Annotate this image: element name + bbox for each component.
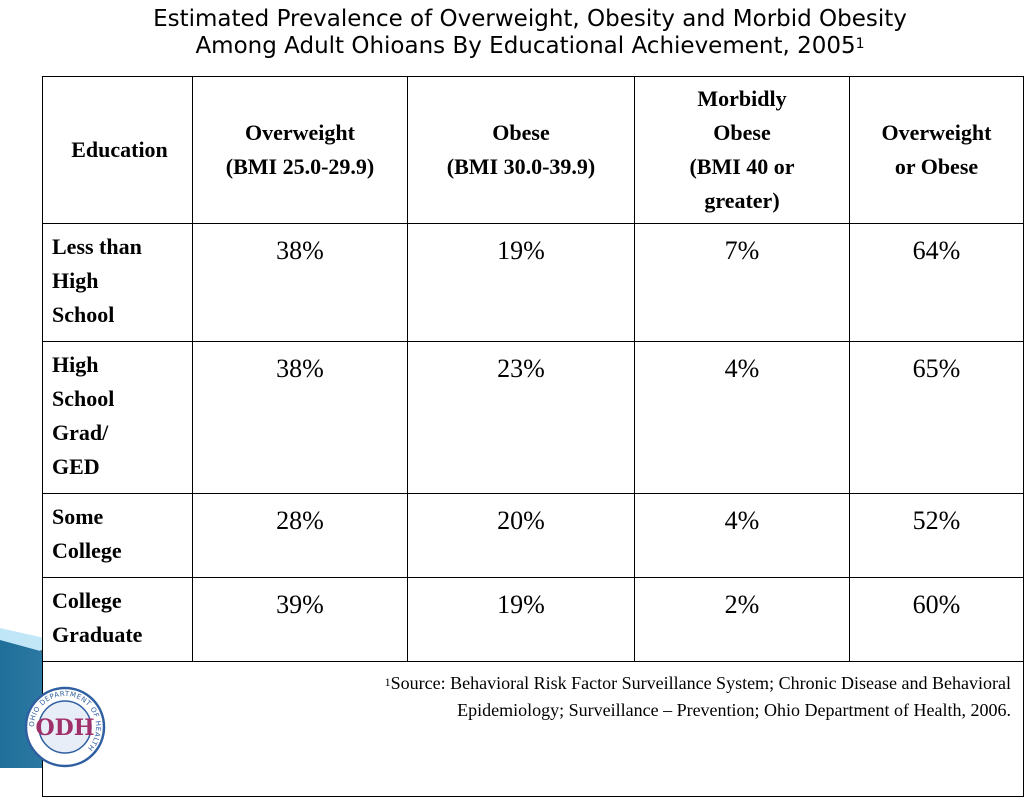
row-label-line: GED (52, 454, 100, 479)
title-line-1: Estimated Prevalence of Overweight, Obes… (153, 6, 907, 32)
header-row: Education Overweight (BMI 25.0-29.9) Obe… (42, 76, 1024, 224)
source-footnote-marker: 1 (384, 675, 391, 689)
cell-value: 64% (849, 223, 1024, 342)
header-line: (BMI 25.0-29.9) (225, 154, 375, 179)
row-label-line: School (52, 386, 115, 411)
table-row: Some College 28% 20% 4% 52% (42, 493, 1024, 578)
cell-value: 65% (849, 341, 1024, 494)
cell-value: 7% (634, 223, 850, 342)
header-line: Education (71, 137, 168, 162)
cell-value: 4% (634, 493, 850, 578)
col-header-education: Education (42, 76, 193, 224)
header-line: (BMI 40 or (689, 154, 795, 179)
row-label-line: Less than (52, 234, 142, 259)
cell-value: 19% (407, 577, 635, 662)
cell-value: 38% (192, 341, 408, 494)
header-line: Obese (492, 120, 550, 145)
row-label-line: High (52, 352, 99, 377)
source-line-2: Epidemiology; Surveillance – Prevention;… (457, 700, 1011, 720)
row-label-line: Some (52, 504, 104, 529)
row-label-some-college: Some College (42, 493, 193, 578)
source-line-1: 1Source: Behavioral Risk Factor Surveill… (243, 670, 1011, 697)
chart-title: Estimated Prevalence of Overweight, Obes… (0, 6, 1024, 60)
cell-value: 4% (634, 341, 850, 494)
row-label-college-graduate: College Graduate (42, 577, 193, 662)
header-line: Morbidly (697, 86, 787, 111)
header-line: (BMI 30.0-39.9) (446, 154, 596, 179)
title-line-2-text: Among Adult Ohioans By Educational Achie… (195, 33, 856, 59)
table-row: College Graduate 39% 19% 2% 60% (42, 577, 1024, 662)
source-row: 1Source: Behavioral Risk Factor Surveill… (42, 661, 1024, 797)
cell-value: 23% (407, 341, 635, 494)
cell-value: 39% (192, 577, 408, 662)
col-header-morbidly-obese: Morbidly Obese (BMI 40 or greater) (634, 76, 850, 224)
cell-value: 20% (407, 493, 635, 578)
odh-logo: OHIO DEPARTMENT OF HEALTH ODH (24, 686, 106, 768)
cell-value: 60% (849, 577, 1024, 662)
col-header-overweight-or-obese: Overweight or Obese (849, 76, 1024, 224)
cell-value: 52% (849, 493, 1024, 578)
row-label-line: Grad/ (52, 420, 109, 445)
header-line: Overweight (245, 120, 355, 145)
table-row: Less than High School 38% 19% 7% 64% (42, 223, 1024, 342)
logo-text: ODH (35, 715, 94, 741)
header-line: greater) (704, 188, 780, 213)
header-line: Overweight (881, 120, 992, 145)
title-footnote-marker: 1 (855, 36, 865, 52)
header-line: or Obese (894, 154, 979, 179)
source-text-1: Source: Behavioral Risk Factor Surveilla… (390, 673, 1011, 693)
row-label-line: High (52, 268, 99, 293)
cell-value: 28% (192, 493, 408, 578)
row-label-line: College (52, 588, 122, 613)
table-row: High School Grad/ GED 38% 23% 4% 65% (42, 341, 1024, 494)
row-label-high-school-grad: High School Grad/ GED (42, 341, 193, 494)
col-header-overweight: Overweight (BMI 25.0-29.9) (192, 76, 408, 224)
row-label-line: College (52, 538, 122, 563)
header-line: Obese (713, 120, 771, 145)
source-note: 1Source: Behavioral Risk Factor Surveill… (42, 661, 1024, 797)
cell-value: 19% (407, 223, 635, 342)
cell-value: 38% (192, 223, 408, 342)
row-label-line: School (52, 302, 115, 327)
cell-value: 2% (634, 577, 850, 662)
row-label-less-than-high-school: Less than High School (42, 223, 193, 342)
row-label-line: Graduate (52, 622, 143, 647)
col-header-obese: Obese (BMI 30.0-39.9) (407, 76, 635, 224)
data-table: Education Overweight (BMI 25.0-29.9) Obe… (42, 76, 1024, 797)
title-line-2: Among Adult Ohioans By Educational Achie… (0, 33, 1024, 60)
